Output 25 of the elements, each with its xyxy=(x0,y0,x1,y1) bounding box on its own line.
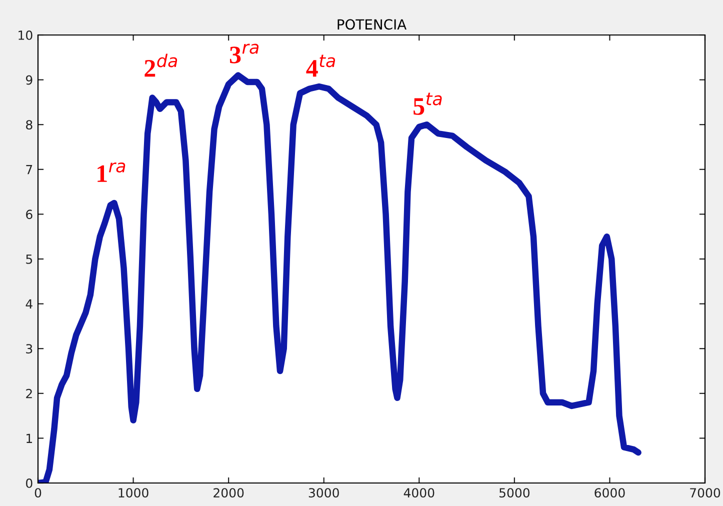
annotation: 4$^{ta}$ xyxy=(306,54,336,77)
annotation: 2$^{da}$ xyxy=(144,54,178,77)
y-tick-label: 10 xyxy=(18,30,32,40)
y-tick-label: 5 xyxy=(26,254,32,264)
y-tick-label: 7 xyxy=(26,165,32,174)
x-tick-label: 2000 xyxy=(214,488,244,498)
y-tick-label: 4 xyxy=(26,299,32,309)
x-tick-label: 0 xyxy=(34,488,42,498)
annotation: 5$^{ta}$ xyxy=(414,92,442,115)
y-tick-label: 0 xyxy=(26,478,32,488)
y-tick-label: 2 xyxy=(26,388,32,398)
y-tick-label: 3 xyxy=(26,344,32,354)
y-tick-label: 6 xyxy=(26,210,32,220)
x-tick-label: 4000 xyxy=(404,488,434,498)
x-tick-label: 1000 xyxy=(118,488,148,498)
x-tick-label: 3000 xyxy=(308,488,339,498)
x-tick-label: 6000 xyxy=(594,488,625,498)
x-tick-label: 7000 xyxy=(690,488,720,498)
x-tick-label: 5000 xyxy=(499,488,530,498)
y-tick-label: 8 xyxy=(26,120,32,130)
annotation: 1$^{ra}$ xyxy=(98,162,126,182)
annotation: 3$^{ra}$ xyxy=(230,44,259,64)
y-tick-label: 1 xyxy=(26,434,32,443)
y-tick-label: 9 xyxy=(26,75,32,85)
chart-title: POTENCIA xyxy=(338,19,407,30)
